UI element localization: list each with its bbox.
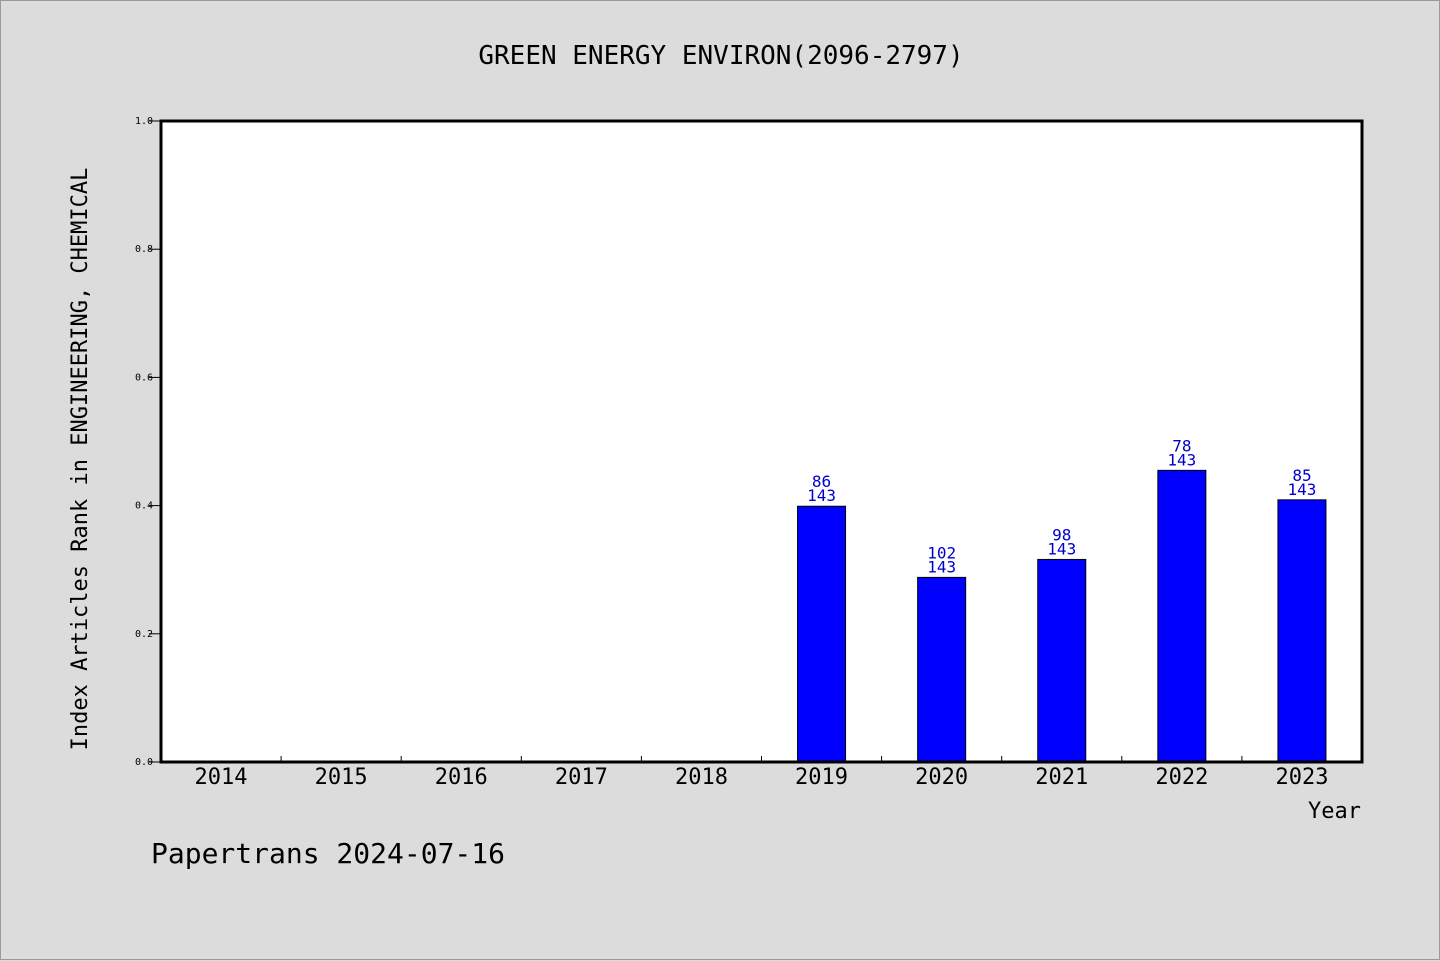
y-tick-label-0.2: 0.2 <box>135 629 153 640</box>
bar-rank-label-2020: 102 <box>927 543 956 562</box>
bar-total-label-2020: 143 <box>927 557 956 576</box>
x-axis-ticks: 2014 2015 2016 2017 2018 2019 2020 2021 2022 2023 <box>195 756 1328 790</box>
bar-total-label-2021: 143 <box>1047 539 1076 558</box>
bar-rank-label-2021: 98 <box>1052 525 1071 544</box>
bar-rank-label-2022: 78 <box>1172 436 1191 455</box>
x-tick-label-2015: 2015 <box>315 765 368 790</box>
bar-rank-label-2019: 86 <box>812 472 831 491</box>
x-tick-label-2023: 2023 <box>1275 765 1328 790</box>
bar-2020 <box>917 576 967 763</box>
y-tick-label-0.6: 0.6 <box>135 372 153 383</box>
x-tick-label-2016: 2016 <box>435 765 488 790</box>
x-tick-label-2019: 2019 <box>795 765 848 790</box>
y-axis-ticks: 0.0 0.2 0.4 0.6 0.8 1.0 <box>135 116 161 768</box>
y-tick-label-1.0: 1.0 <box>135 116 153 127</box>
bar-total-label-2023: 143 <box>1287 480 1316 499</box>
bar-2023 <box>1277 499 1327 763</box>
x-tick-label-2021: 2021 <box>1035 765 1088 790</box>
y-tick-label-0.8: 0.8 <box>135 244 153 255</box>
y-tick-label-0.0: 0.0 <box>135 757 153 768</box>
plot-border <box>159 119 1364 764</box>
x-tick-label-2014: 2014 <box>195 765 248 790</box>
bar-2019 <box>797 505 847 763</box>
bar-2022 <box>1157 469 1207 763</box>
bar-total-label-2022: 143 <box>1167 450 1196 469</box>
bar-2021 <box>1037 558 1087 763</box>
x-tick-label-2017: 2017 <box>555 765 608 790</box>
x-tick-label-2018: 2018 <box>675 765 728 790</box>
y-tick-label-0.4: 0.4 <box>135 501 153 512</box>
x-axis-label: Year <box>1308 799 1361 824</box>
x-tick-label-2022: 2022 <box>1155 765 1208 790</box>
bar-rank-label-2023: 85 <box>1292 466 1311 485</box>
y-axis-label: Index Articles Rank in ENGINEERING, CHEM… <box>68 168 93 751</box>
chart-title: GREEN ENERGY ENVIRON(2096-2797) <box>478 41 963 71</box>
bar-total-label-2019: 143 <box>807 486 836 505</box>
x-tick-label-2020: 2020 <box>915 765 968 790</box>
footer-credit: Papertrans 2024-07-16 <box>151 837 505 870</box>
